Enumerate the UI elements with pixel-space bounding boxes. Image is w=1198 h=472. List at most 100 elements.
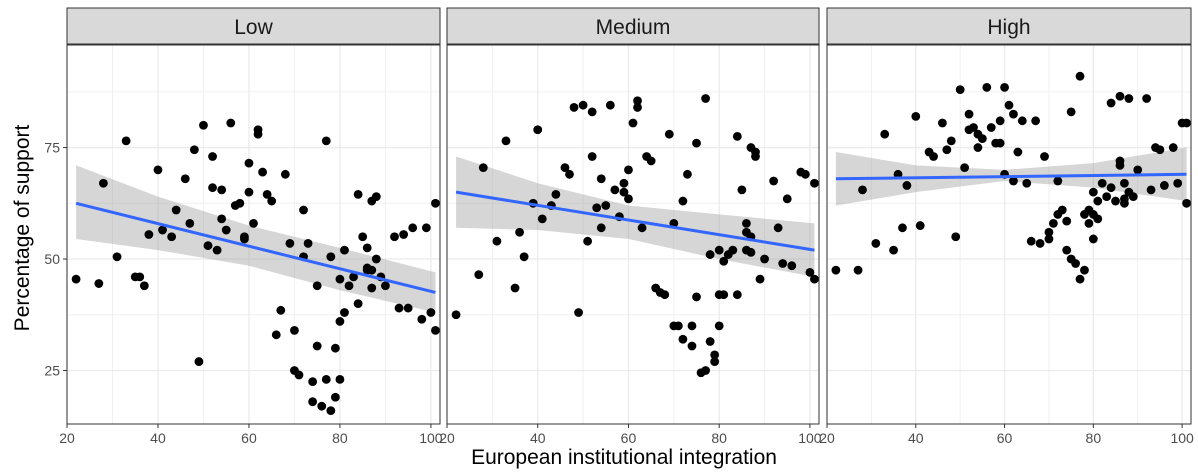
data-point	[478, 163, 488, 173]
data-point	[1115, 160, 1125, 170]
data-point	[915, 221, 925, 230]
data-point	[158, 225, 167, 235]
data-point	[1088, 187, 1098, 197]
data-point	[1040, 152, 1049, 161]
data-point	[633, 103, 642, 112]
data-point	[1146, 185, 1156, 195]
data-point	[1120, 194, 1129, 204]
data-point	[330, 392, 340, 402]
data-point	[367, 283, 377, 293]
data-point	[977, 134, 987, 144]
data-point	[421, 223, 431, 233]
data-point	[880, 129, 890, 139]
data-point	[290, 325, 299, 335]
data-point	[831, 265, 841, 275]
data-point	[340, 308, 349, 317]
data-point	[417, 314, 427, 324]
data-point	[474, 270, 484, 280]
data-point	[678, 334, 688, 344]
data-point	[732, 132, 742, 141]
facet-strip-label: Medium	[596, 16, 671, 39]
confidence-band	[456, 156, 815, 277]
data-point	[330, 343, 340, 353]
data-point	[605, 100, 615, 110]
data-point	[217, 185, 227, 195]
data-point	[194, 357, 204, 366]
data-point	[583, 236, 593, 246]
facet-strip	[66, 7, 441, 45]
data-point	[1102, 192, 1112, 202]
data-point	[805, 268, 815, 277]
data-point	[610, 185, 620, 195]
data-point	[692, 292, 701, 302]
data-point	[782, 194, 792, 204]
confidence-band	[76, 165, 436, 313]
data-point	[596, 223, 606, 233]
data-point	[1182, 198, 1191, 208]
data-point	[335, 317, 345, 326]
data-point	[1009, 176, 1018, 186]
data-point	[212, 245, 222, 255]
data-point	[285, 239, 295, 248]
data-point	[1097, 178, 1107, 188]
data-point	[381, 281, 390, 291]
data-point	[710, 357, 720, 366]
data-point	[1088, 234, 1098, 244]
data-point	[1111, 196, 1120, 206]
data-point	[1071, 259, 1080, 268]
data-point	[1057, 205, 1067, 215]
data-point	[1168, 143, 1178, 152]
data-point	[889, 245, 898, 255]
data-point	[1093, 196, 1103, 206]
data-point	[742, 218, 751, 228]
data-point	[705, 337, 715, 346]
data-point	[755, 274, 765, 284]
data-point	[144, 230, 154, 239]
data-point	[353, 189, 363, 199]
data-point	[426, 308, 436, 317]
data-point	[701, 94, 710, 103]
data-point	[719, 290, 729, 300]
data-point	[810, 274, 819, 284]
data-point	[94, 279, 104, 288]
data-point	[1080, 265, 1089, 275]
data-point	[587, 107, 597, 117]
data-point	[353, 299, 363, 309]
data-point	[1044, 227, 1054, 237]
data-point	[340, 245, 349, 255]
data-point	[1084, 218, 1094, 228]
data-point	[955, 85, 965, 94]
facet-panel-high: High 20 40 60 80 100	[819, 7, 1194, 446]
data-point	[760, 254, 769, 264]
x-tick-label: 100	[419, 430, 443, 446]
data-point	[399, 230, 409, 239]
data-point	[1022, 178, 1032, 188]
data-point	[1048, 218, 1058, 228]
data-point	[719, 256, 729, 266]
x-tick-label: 40	[150, 430, 166, 446]
data-point	[226, 118, 236, 128]
data-point	[1031, 116, 1041, 126]
data-point	[1000, 82, 1009, 92]
data-point	[938, 118, 947, 128]
data-point	[1004, 100, 1014, 110]
data-point	[276, 305, 286, 315]
facet-strip-label: Low	[234, 16, 273, 39]
x-tick-label: 40	[908, 430, 924, 446]
data-point	[199, 120, 208, 130]
data-point	[362, 243, 372, 253]
data-point	[592, 203, 602, 213]
data-point	[619, 178, 629, 188]
data-point	[394, 303, 404, 313]
data-point	[995, 138, 1005, 148]
data-point	[624, 194, 633, 204]
data-point	[1159, 181, 1169, 190]
data-point	[1133, 165, 1143, 175]
data-point	[737, 185, 747, 195]
data-point	[533, 125, 543, 135]
data-point	[1062, 245, 1072, 255]
data-point	[929, 152, 938, 161]
data-point	[1128, 192, 1138, 202]
data-point	[249, 218, 258, 228]
